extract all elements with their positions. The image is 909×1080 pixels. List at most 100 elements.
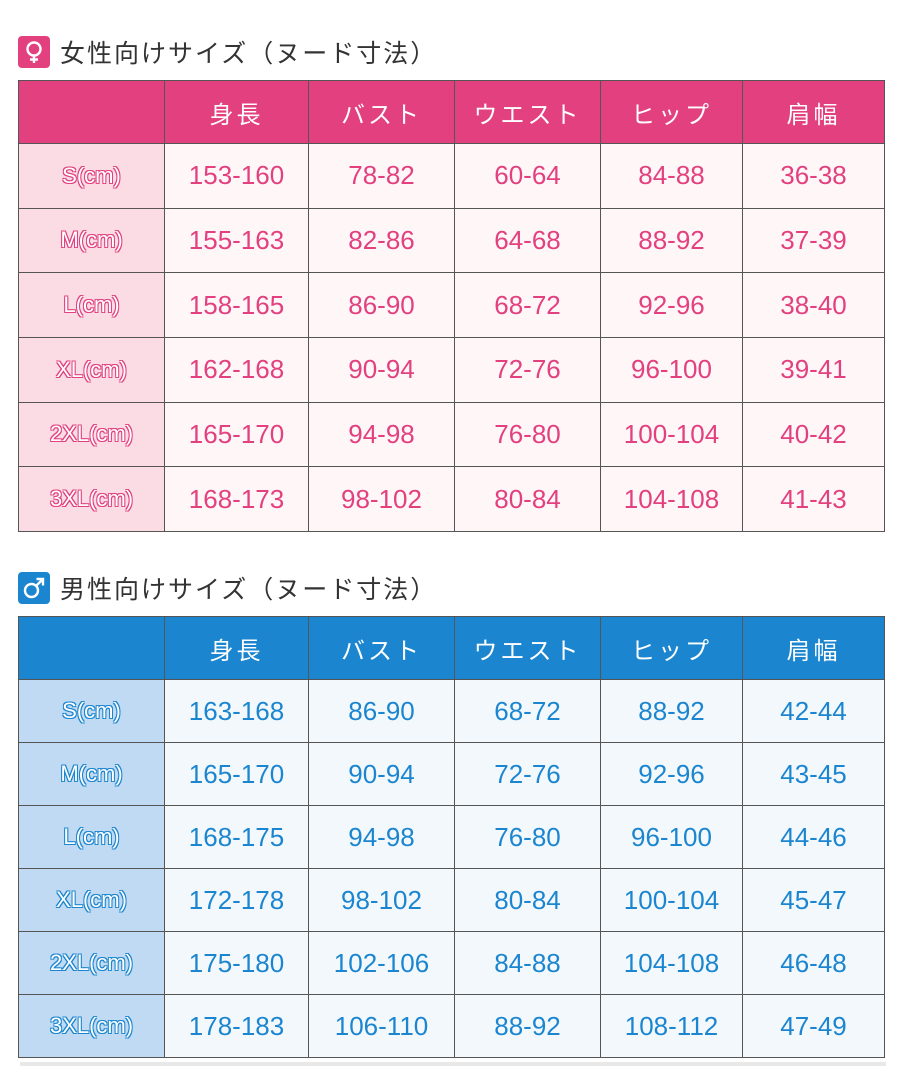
waist-value: 84-88 [454,931,601,995]
header-corner-cell [18,616,165,680]
table-row: 3XL(cm) 168-173 98-102 80-84 104-108 41-… [18,466,885,532]
bust-value: 102-106 [308,931,455,995]
female-symbol-icon [18,36,50,68]
hip-value: 92-96 [600,742,743,806]
table-row: M(cm) 165-170 90-94 72-76 92-96 43-45 [18,742,885,806]
height-value: 175-180 [164,931,309,995]
hip-value: 88-92 [600,679,743,743]
waist-value: 88-92 [454,994,601,1058]
women-size-table: 身長 バスト ウエスト ヒップ 肩幅 S(cm) 153-160 78-82 6… [18,80,885,532]
height-value: 178-183 [164,994,309,1058]
bottom-shadow-divider [20,1062,886,1066]
size-label: 3XL(cm) [18,466,165,532]
height-value: 153-160 [164,143,309,209]
height-value: 155-163 [164,207,309,274]
shoulder-width-value: 42-44 [742,679,885,743]
table-row: 2XL(cm) 165-170 94-98 76-80 100-104 40-4… [18,401,885,468]
bust-value: 90-94 [308,336,455,403]
size-label: L(cm) [18,272,165,338]
waist-value: 68-72 [454,679,601,743]
bust-value: 90-94 [308,742,455,806]
waist-value: 80-84 [454,868,601,932]
height-value: 168-175 [164,805,309,869]
height-value: 162-168 [164,336,309,403]
size-label: S(cm) [18,143,165,209]
header-bust: バスト [308,616,455,680]
shoulder-width-value: 41-43 [742,466,885,532]
size-label: XL(cm) [18,336,165,403]
hip-value: 92-96 [600,272,743,338]
height-value: 163-168 [164,679,309,743]
table-row: M(cm) 155-163 82-86 64-68 88-92 37-39 [18,207,885,274]
bust-value: 78-82 [308,143,455,209]
hip-value: 88-92 [600,207,743,274]
waist-value: 68-72 [454,272,601,338]
shoulder-width-value: 39-41 [742,336,885,403]
shoulder-width-value: 36-38 [742,143,885,209]
waist-value: 76-80 [454,401,601,468]
table-row: S(cm) 153-160 78-82 60-64 84-88 36-38 [18,143,885,209]
header-waist: ウエスト [454,80,601,144]
bust-value: 106-110 [308,994,455,1058]
table-row: 3XL(cm) 178-183 106-110 88-92 108-112 47… [18,994,885,1058]
table-row: XL(cm) 162-168 90-94 72-76 96-100 39-41 [18,336,885,403]
hip-value: 104-108 [600,931,743,995]
height-value: 165-170 [164,742,309,806]
men-size-table: 身長 バスト ウエスト ヒップ 肩幅 S(cm) 163-168 86-90 6… [18,616,885,1058]
height-value: 172-178 [164,868,309,932]
hip-value: 96-100 [600,805,743,869]
table-header-row: 身長 バスト ウエスト ヒップ 肩幅 [18,616,885,680]
header-height: 身長 [164,616,309,680]
shoulder-width-value: 37-39 [742,207,885,274]
women-section-header: 女性向けサイズ（ヌード寸法） [18,32,437,72]
shoulder-width-value: 46-48 [742,931,885,995]
shoulder-width-value: 45-47 [742,868,885,932]
size-label: 2XL(cm) [18,401,165,468]
header-bust: バスト [308,80,455,144]
header-corner-cell [18,80,165,144]
table-row: 2XL(cm) 175-180 102-106 84-88 104-108 46… [18,931,885,995]
men-section-title: 男性向けサイズ（ヌード寸法） [60,575,438,604]
hip-value: 100-104 [600,401,743,468]
size-label: S(cm) [18,679,165,743]
waist-value: 76-80 [454,805,601,869]
size-label: M(cm) [18,207,165,274]
size-label: XL(cm) [18,868,165,932]
bust-value: 82-86 [308,207,455,274]
shoulder-width-value: 43-45 [742,742,885,806]
waist-value: 64-68 [454,207,601,274]
table-header-row: 身長 バスト ウエスト ヒップ 肩幅 [18,80,885,144]
bust-value: 98-102 [308,466,455,532]
shoulder-width-value: 40-42 [742,401,885,468]
header-height: 身長 [164,80,309,144]
bust-value: 86-90 [308,679,455,743]
waist-value: 60-64 [454,143,601,209]
header-waist: ウエスト [454,616,601,680]
header-hip: ヒップ [600,616,743,680]
women-section-title: 女性向けサイズ（ヌード寸法） [60,39,438,68]
size-label: 3XL(cm) [18,994,165,1058]
table-row: XL(cm) 172-178 98-102 80-84 100-104 45-4… [18,868,885,932]
male-symbol-icon [18,572,50,604]
hip-value: 104-108 [600,466,743,532]
bust-value: 98-102 [308,868,455,932]
hip-value: 96-100 [600,336,743,403]
waist-value: 72-76 [454,336,601,403]
height-value: 165-170 [164,401,309,468]
table-row: L(cm) 158-165 86-90 68-72 92-96 38-40 [18,272,885,338]
waist-value: 80-84 [454,466,601,532]
table-row: L(cm) 168-175 94-98 76-80 96-100 44-46 [18,805,885,869]
size-label: 2XL(cm) [18,931,165,995]
men-section-header: 男性向けサイズ（ヌード寸法） [18,568,437,608]
size-label: L(cm) [18,805,165,869]
header-shoulder-width: 肩幅 [742,616,885,680]
hip-value: 100-104 [600,868,743,932]
bust-value: 94-98 [308,401,455,468]
table-row: S(cm) 163-168 86-90 68-72 88-92 42-44 [18,679,885,743]
bust-value: 94-98 [308,805,455,869]
hip-value: 84-88 [600,143,743,209]
waist-value: 72-76 [454,742,601,806]
bust-value: 86-90 [308,272,455,338]
height-value: 158-165 [164,272,309,338]
shoulder-width-value: 47-49 [742,994,885,1058]
